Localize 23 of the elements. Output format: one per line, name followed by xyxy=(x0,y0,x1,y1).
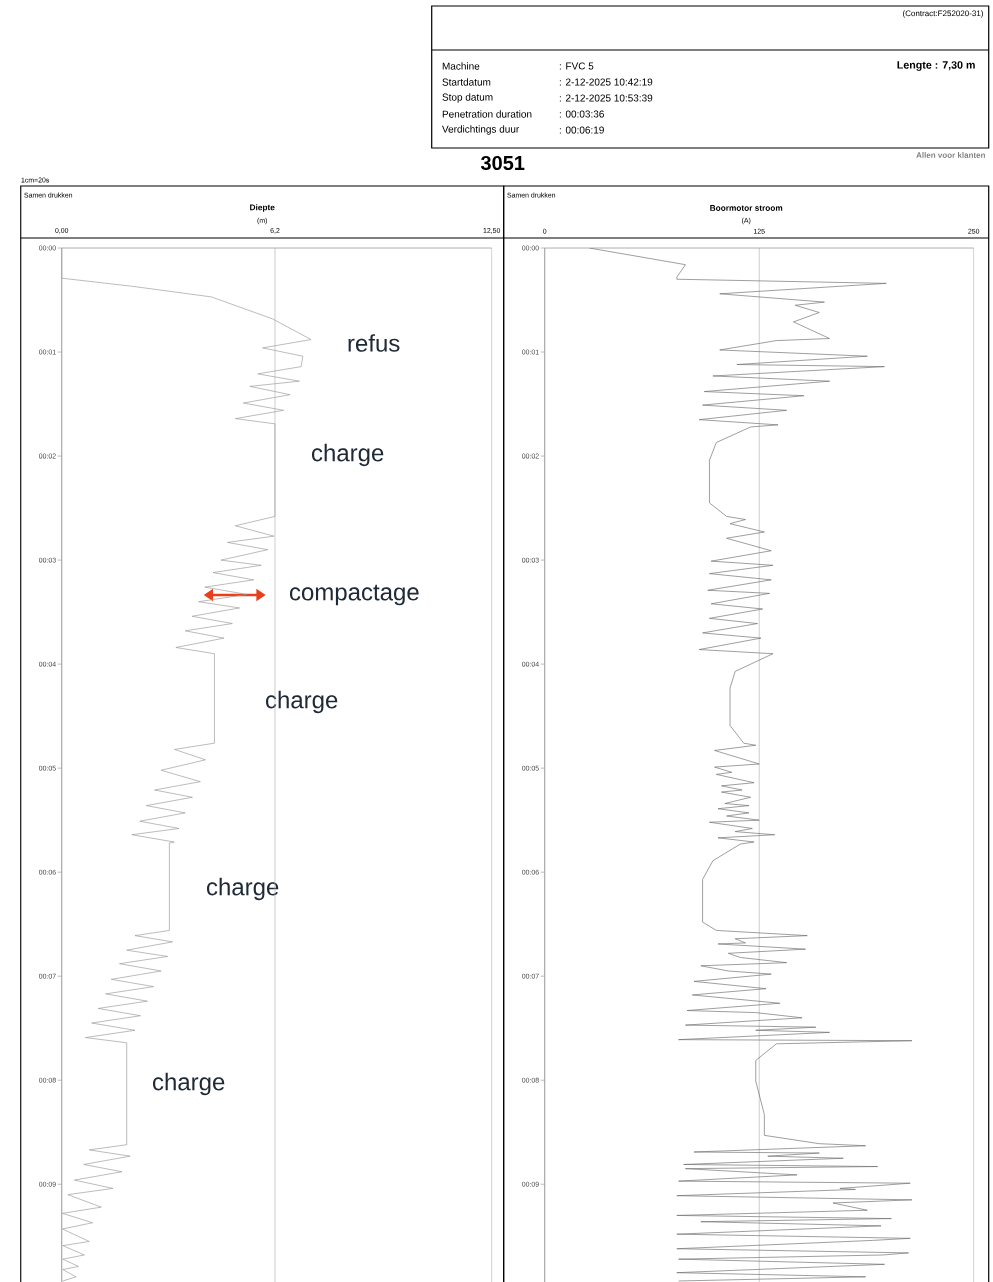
text: Allen voor klanten xyxy=(916,152,986,158)
annotation: charge xyxy=(153,1072,225,1096)
text: Penetration duration xyxy=(442,110,532,118)
chart-title: Boormotor stroom xyxy=(710,205,783,211)
text: Machine xyxy=(442,62,480,70)
annotation: charge xyxy=(266,690,338,714)
text: : 2-12-2025 10:53:39 xyxy=(560,94,653,102)
annotation: charge xyxy=(207,877,279,901)
text: : FVC 5 xyxy=(560,62,594,70)
line-series xyxy=(589,248,913,1282)
text: : 2-12-2025 10:42:19 xyxy=(560,78,653,86)
chart-title: Diepte xyxy=(250,204,275,212)
annotation: charge xyxy=(312,443,384,467)
annotation: refus xyxy=(348,334,400,352)
text: Verdichtings duur xyxy=(442,125,520,135)
text: Startdatum xyxy=(442,78,491,86)
text: : 00:03:36 xyxy=(560,110,605,118)
text: Lengte : 7,30 m xyxy=(897,61,975,71)
text: Stop datum xyxy=(442,93,493,103)
annotation: compactage xyxy=(290,584,419,606)
text: 3051 xyxy=(481,155,525,171)
text: : 00:06:19 xyxy=(560,126,605,134)
text: (Contract:F252020-31) xyxy=(903,10,984,18)
